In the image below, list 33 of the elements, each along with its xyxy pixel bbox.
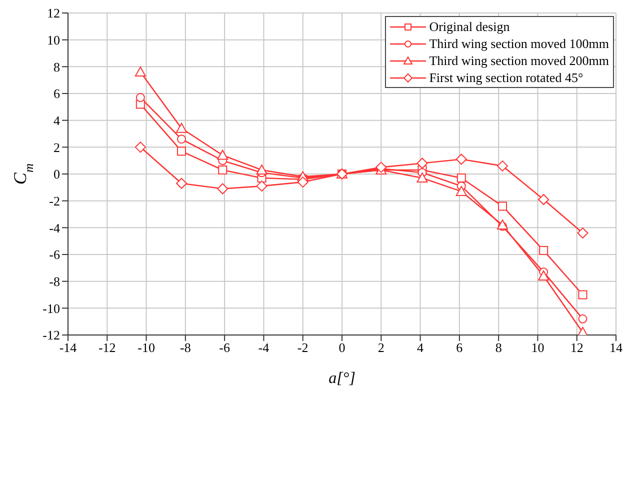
y-tick-label: -4: [49, 220, 60, 236]
x-tick-label: -14: [59, 340, 78, 356]
y-tick-label: 8: [54, 59, 60, 74]
x-tick-label: 2: [378, 340, 384, 356]
y-tick-label: -10: [42, 300, 60, 316]
y-tick-label: 10: [47, 32, 60, 48]
legend-label: Original design: [429, 18, 510, 35]
y-tick-label: 2: [54, 140, 60, 155]
x-tick-label: -10: [138, 340, 155, 356]
y-tick-label: 12: [47, 6, 60, 21]
y-tick-label: -2: [49, 193, 60, 208]
legend-label: Third wing section moved 200mm: [429, 52, 609, 69]
x-tick-label: 0: [338, 340, 346, 356]
y-tick-label: -6: [49, 247, 60, 262]
legend-label: Third wing section moved 100mm: [429, 35, 609, 52]
x-tick-label: 4: [417, 340, 424, 356]
x-axis-title: a[°]: [328, 370, 356, 387]
x-tick-label: -2: [297, 340, 308, 356]
x-tick-label: -8: [180, 340, 191, 356]
x-tick-label: 12: [570, 340, 584, 356]
y-tick-label: -8: [49, 274, 60, 289]
x-tick-label: 8: [495, 340, 502, 356]
x-tick-label: -4: [258, 340, 270, 356]
y-tick-label: -12: [42, 328, 60, 343]
legend-label: First wing section rotated 45°: [429, 69, 584, 86]
x-tick-label: 14: [610, 340, 623, 356]
x-tick-label: 6: [456, 340, 464, 356]
x-tick-label: 10: [531, 340, 544, 356]
y-tick-label: 0: [54, 166, 60, 182]
y-tick-label: 4: [54, 112, 60, 128]
x-tick-label: -12: [98, 340, 116, 356]
y-tick-label: 6: [54, 86, 60, 102]
x-tick-label: -6: [219, 340, 230, 356]
